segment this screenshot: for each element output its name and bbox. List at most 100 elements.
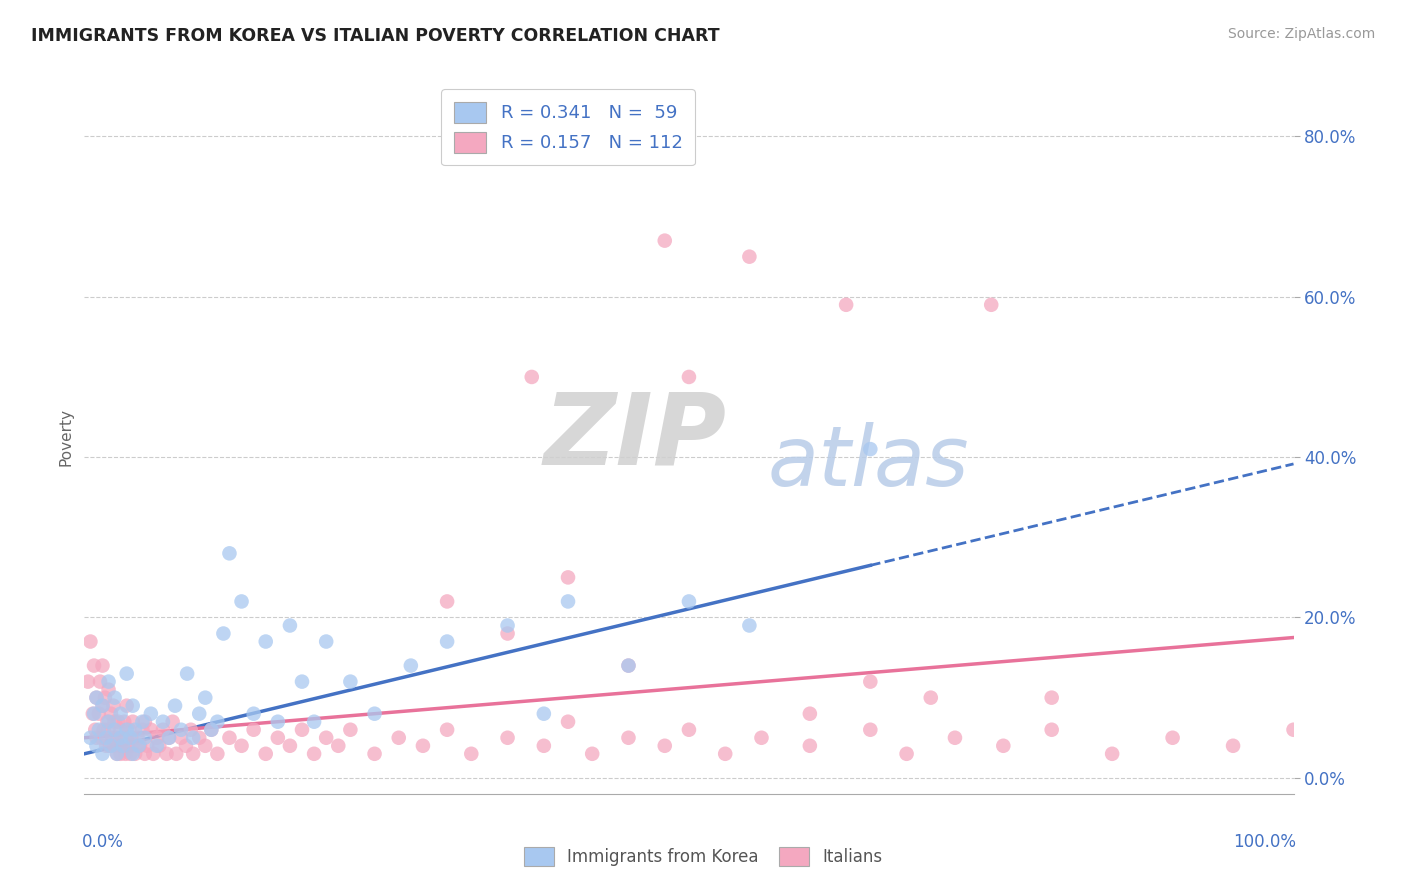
Point — [124, 747, 146, 761]
Point — [496, 626, 519, 640]
Point — [139, 706, 162, 721]
Point — [212, 626, 235, 640]
Point — [207, 714, 229, 729]
Point — [176, 666, 198, 681]
Point — [617, 658, 640, 673]
Point — [207, 747, 229, 761]
Point — [98, 739, 121, 753]
Point — [83, 658, 105, 673]
Text: Source: ZipAtlas.com: Source: ZipAtlas.com — [1227, 27, 1375, 41]
Point — [231, 739, 253, 753]
Point — [920, 690, 942, 705]
Point — [131, 714, 153, 729]
Point — [136, 739, 159, 753]
Point — [242, 723, 264, 737]
Point — [218, 731, 240, 745]
Point — [267, 714, 290, 729]
Point — [108, 739, 131, 753]
Point — [1040, 723, 1063, 737]
Point — [278, 618, 301, 632]
Point — [339, 723, 361, 737]
Text: ZIP: ZIP — [544, 389, 727, 485]
Point — [104, 731, 127, 745]
Point — [79, 634, 101, 648]
Point — [112, 739, 135, 753]
Point — [121, 739, 143, 753]
Point — [129, 739, 152, 753]
Point — [128, 739, 150, 753]
Point — [97, 723, 120, 737]
Point — [165, 698, 187, 713]
Point — [142, 747, 165, 761]
Point — [496, 618, 519, 632]
Point — [90, 731, 112, 745]
Point — [533, 739, 555, 753]
Point — [86, 690, 108, 705]
Point — [86, 739, 108, 753]
Point — [835, 298, 858, 312]
Point — [181, 731, 204, 745]
Point — [738, 618, 761, 632]
Point — [231, 594, 253, 608]
Point — [242, 706, 264, 721]
Point — [101, 731, 124, 745]
Point — [267, 731, 290, 745]
Point — [94, 739, 117, 753]
Point — [181, 747, 204, 761]
Point — [302, 714, 325, 729]
Point — [97, 674, 120, 689]
Point — [751, 731, 773, 745]
Point — [170, 723, 193, 737]
Point — [134, 747, 156, 761]
Point — [460, 747, 482, 761]
Point — [112, 714, 135, 729]
Point — [557, 714, 579, 729]
Point — [97, 682, 120, 697]
Text: IMMIGRANTS FROM KOREA VS ITALIAN POVERTY CORRELATION CHART: IMMIGRANTS FROM KOREA VS ITALIAN POVERTY… — [31, 27, 720, 45]
Point — [859, 442, 882, 456]
Point — [115, 666, 138, 681]
Point — [117, 739, 139, 753]
Point — [859, 674, 882, 689]
Point — [194, 690, 217, 705]
Point — [121, 731, 143, 745]
Point — [799, 706, 821, 721]
Point — [678, 594, 700, 608]
Point — [170, 731, 193, 745]
Point — [254, 747, 277, 761]
Point — [103, 698, 125, 713]
Point — [120, 731, 142, 745]
Point — [617, 658, 640, 673]
Point — [112, 739, 135, 753]
Point — [315, 731, 337, 745]
Point — [97, 714, 120, 729]
Point — [134, 731, 156, 745]
Point — [121, 698, 143, 713]
Point — [107, 714, 129, 729]
Point — [115, 731, 138, 745]
Point — [91, 698, 114, 713]
Point — [105, 747, 128, 761]
Point — [399, 658, 422, 673]
Point — [436, 634, 458, 648]
Point — [115, 698, 138, 713]
Text: 100.0%: 100.0% — [1233, 833, 1296, 851]
Point — [993, 739, 1015, 753]
Point — [436, 594, 458, 608]
Point — [1040, 690, 1063, 705]
Point — [678, 370, 700, 384]
Point — [859, 723, 882, 737]
Point — [678, 723, 700, 737]
Point — [714, 747, 737, 761]
Point — [111, 731, 134, 745]
Point — [146, 731, 169, 745]
Point — [291, 674, 314, 689]
Point — [83, 706, 105, 721]
Text: 0.0%: 0.0% — [82, 833, 124, 851]
Point — [152, 714, 174, 729]
Point — [91, 747, 114, 761]
Point — [104, 723, 127, 737]
Point — [100, 706, 122, 721]
Point — [104, 714, 127, 729]
Point — [131, 723, 153, 737]
